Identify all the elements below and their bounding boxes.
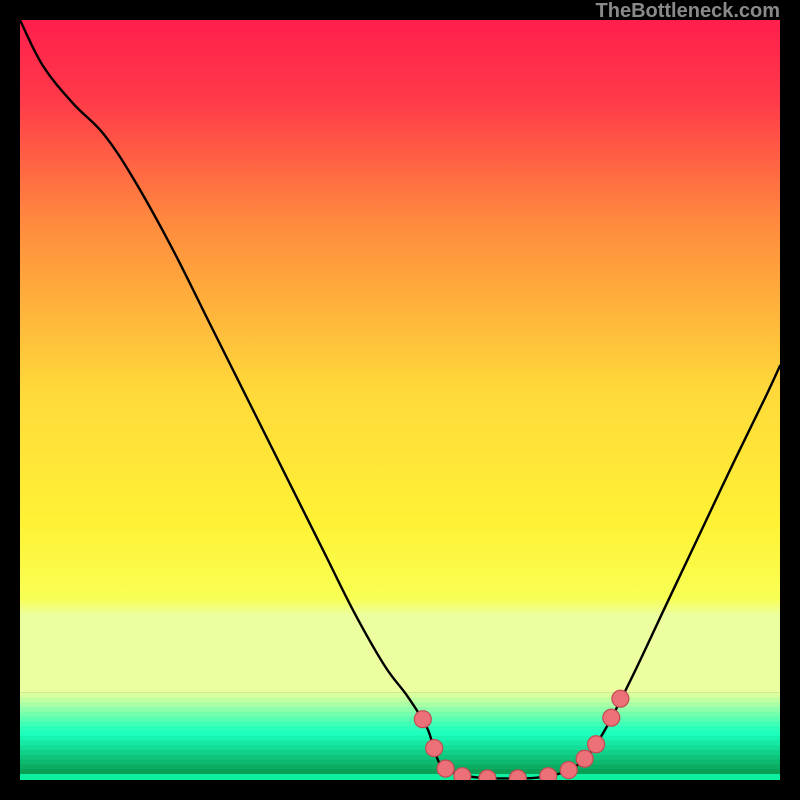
data-marker	[540, 768, 557, 780]
data-marker	[603, 709, 620, 726]
chart-frame: TheBottleneck.com	[0, 0, 800, 800]
data-marker	[479, 770, 496, 780]
data-marker	[560, 762, 577, 779]
data-marker	[414, 711, 431, 728]
plot-area	[20, 20, 780, 780]
data-marker	[454, 768, 471, 780]
data-marker	[612, 690, 629, 707]
data-marker	[426, 740, 443, 757]
data-marker	[509, 770, 526, 780]
bottleneck-curve	[20, 20, 780, 779]
watermark-text: TheBottleneck.com	[596, 0, 780, 23]
data-marker	[437, 760, 454, 777]
data-marker	[576, 750, 593, 767]
data-marker	[588, 736, 605, 753]
marker-group	[414, 690, 629, 780]
chart-overlay	[20, 20, 780, 780]
